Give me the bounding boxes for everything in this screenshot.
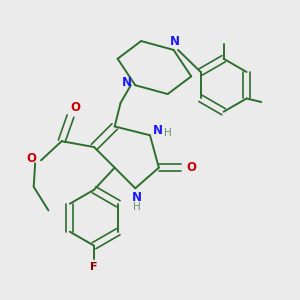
- Text: N: N: [132, 191, 142, 204]
- Text: N: N: [170, 35, 180, 48]
- Text: H: H: [133, 202, 141, 212]
- Text: O: O: [27, 152, 37, 165]
- Text: N: N: [122, 76, 132, 89]
- Text: N: N: [153, 124, 163, 137]
- Text: F: F: [90, 262, 98, 272]
- Text: O: O: [70, 101, 80, 114]
- Text: H: H: [164, 128, 172, 138]
- Text: O: O: [186, 161, 196, 174]
